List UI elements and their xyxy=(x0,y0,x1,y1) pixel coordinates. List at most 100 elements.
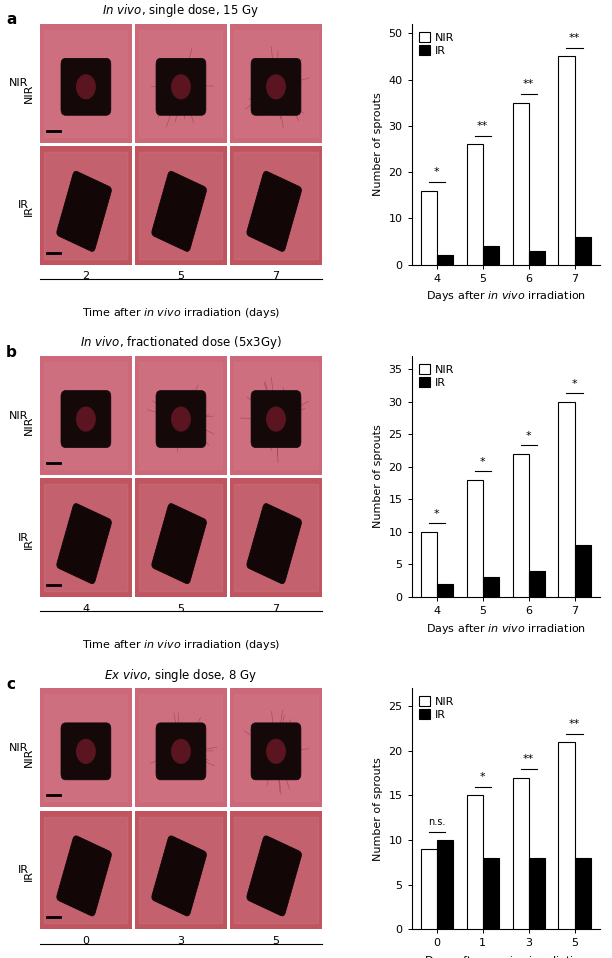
Bar xyxy=(575,545,591,597)
Text: NIR: NIR xyxy=(24,83,34,103)
Text: **: ** xyxy=(523,754,534,764)
Bar xyxy=(575,858,591,929)
FancyBboxPatch shape xyxy=(156,723,206,780)
Text: n.s.: n.s. xyxy=(428,817,446,827)
Bar xyxy=(512,103,529,264)
FancyBboxPatch shape xyxy=(61,391,111,447)
Y-axis label: Number of sprouts: Number of sprouts xyxy=(373,424,383,529)
FancyBboxPatch shape xyxy=(152,504,206,583)
Text: IR: IR xyxy=(24,870,34,881)
Text: IR: IR xyxy=(18,533,29,542)
Bar xyxy=(575,237,591,264)
X-axis label: Days after $\it{in\ vivo}$ irradiation: Days after $\it{in\ vivo}$ irradiation xyxy=(425,622,586,635)
FancyBboxPatch shape xyxy=(251,723,301,780)
Circle shape xyxy=(267,407,285,431)
Text: NIR: NIR xyxy=(24,748,34,767)
Text: **: ** xyxy=(569,34,580,43)
Text: 5: 5 xyxy=(177,604,184,614)
Bar xyxy=(529,858,545,929)
X-axis label: Days after $\it{in\ vivo}$ irradiation: Days after $\it{in\ vivo}$ irradiation xyxy=(425,289,586,304)
Circle shape xyxy=(267,75,285,99)
FancyBboxPatch shape xyxy=(156,391,206,447)
Circle shape xyxy=(172,740,190,764)
Bar xyxy=(512,778,529,929)
Circle shape xyxy=(76,75,95,99)
Legend: NIR, IR: NIR, IR xyxy=(417,362,457,390)
Bar xyxy=(483,246,499,264)
Bar xyxy=(558,742,575,929)
Text: **: ** xyxy=(477,121,488,131)
Bar xyxy=(420,532,437,597)
X-axis label: Days after $\it{ex\ vivo}$ irradiation: Days after $\it{ex\ vivo}$ irradiation xyxy=(424,954,588,958)
Text: NIR: NIR xyxy=(9,742,29,753)
FancyBboxPatch shape xyxy=(247,171,302,251)
Text: *: * xyxy=(434,168,439,177)
FancyBboxPatch shape xyxy=(251,58,301,115)
Circle shape xyxy=(267,740,285,764)
Text: 3: 3 xyxy=(177,936,184,946)
Bar xyxy=(466,795,483,929)
Text: IR: IR xyxy=(18,200,29,211)
Circle shape xyxy=(76,740,95,764)
Text: IR: IR xyxy=(24,205,34,217)
Text: **: ** xyxy=(523,80,534,89)
Bar xyxy=(437,584,453,597)
Text: *: * xyxy=(480,457,485,467)
Legend: NIR, IR: NIR, IR xyxy=(417,694,457,722)
Text: $\it{In\ vivo}$, single dose, 15 Gy: $\it{In\ vivo}$, single dose, 15 Gy xyxy=(102,2,259,19)
Legend: NIR, IR: NIR, IR xyxy=(417,30,457,57)
FancyBboxPatch shape xyxy=(57,835,111,916)
Text: c: c xyxy=(6,677,15,692)
Text: 7: 7 xyxy=(272,604,280,614)
Circle shape xyxy=(76,407,95,431)
Text: *: * xyxy=(434,509,439,518)
Text: a: a xyxy=(6,12,17,28)
FancyBboxPatch shape xyxy=(152,171,206,251)
Bar xyxy=(512,454,529,597)
Y-axis label: Number of sprouts: Number of sprouts xyxy=(373,93,383,196)
Text: $\it{Ex\ vivo}$, single dose, 8 Gy: $\it{Ex\ vivo}$, single dose, 8 Gy xyxy=(105,667,258,684)
Circle shape xyxy=(172,407,190,431)
Bar xyxy=(420,191,437,264)
Bar xyxy=(558,401,575,597)
FancyBboxPatch shape xyxy=(57,504,111,583)
FancyBboxPatch shape xyxy=(61,58,111,115)
Text: Time after $\it{in\ vivo}$ irradiation (days): Time after $\it{in\ vivo}$ irradiation (… xyxy=(82,306,280,320)
Circle shape xyxy=(172,75,190,99)
Y-axis label: Number of sprouts: Number of sprouts xyxy=(373,757,383,860)
Bar xyxy=(466,145,483,264)
Text: *: * xyxy=(526,430,531,441)
FancyBboxPatch shape xyxy=(251,391,301,447)
Text: *: * xyxy=(572,378,577,389)
Bar xyxy=(529,251,545,264)
Text: NIR: NIR xyxy=(9,411,29,421)
Text: b: b xyxy=(6,345,17,359)
Bar xyxy=(483,578,499,597)
FancyBboxPatch shape xyxy=(152,835,206,916)
Text: 4: 4 xyxy=(83,604,89,614)
Text: IR: IR xyxy=(18,865,29,875)
FancyBboxPatch shape xyxy=(247,835,302,916)
Text: NIR: NIR xyxy=(24,416,34,435)
Bar xyxy=(558,57,575,264)
Bar xyxy=(437,256,453,264)
Text: 7: 7 xyxy=(272,271,280,282)
FancyBboxPatch shape xyxy=(57,171,111,251)
Bar xyxy=(437,840,453,929)
Bar xyxy=(483,858,499,929)
Text: 2: 2 xyxy=(83,271,89,282)
Text: *: * xyxy=(480,772,485,783)
Text: **: ** xyxy=(569,718,580,729)
Bar xyxy=(466,480,483,597)
Text: 0: 0 xyxy=(83,936,89,946)
Bar xyxy=(420,849,437,929)
Text: IR: IR xyxy=(24,537,34,549)
FancyBboxPatch shape xyxy=(156,58,206,115)
Text: Time after $\it{in\ vivo}$ irradiation (days): Time after $\it{in\ vivo}$ irradiation (… xyxy=(82,638,280,652)
Text: $\it{In\ vivo}$, fractionated dose (5x3Gy): $\it{In\ vivo}$, fractionated dose (5x3G… xyxy=(80,334,282,352)
Text: 5: 5 xyxy=(177,271,184,282)
Bar xyxy=(529,571,545,597)
Text: 5: 5 xyxy=(272,936,280,946)
Text: NIR: NIR xyxy=(9,79,29,88)
FancyBboxPatch shape xyxy=(61,723,111,780)
